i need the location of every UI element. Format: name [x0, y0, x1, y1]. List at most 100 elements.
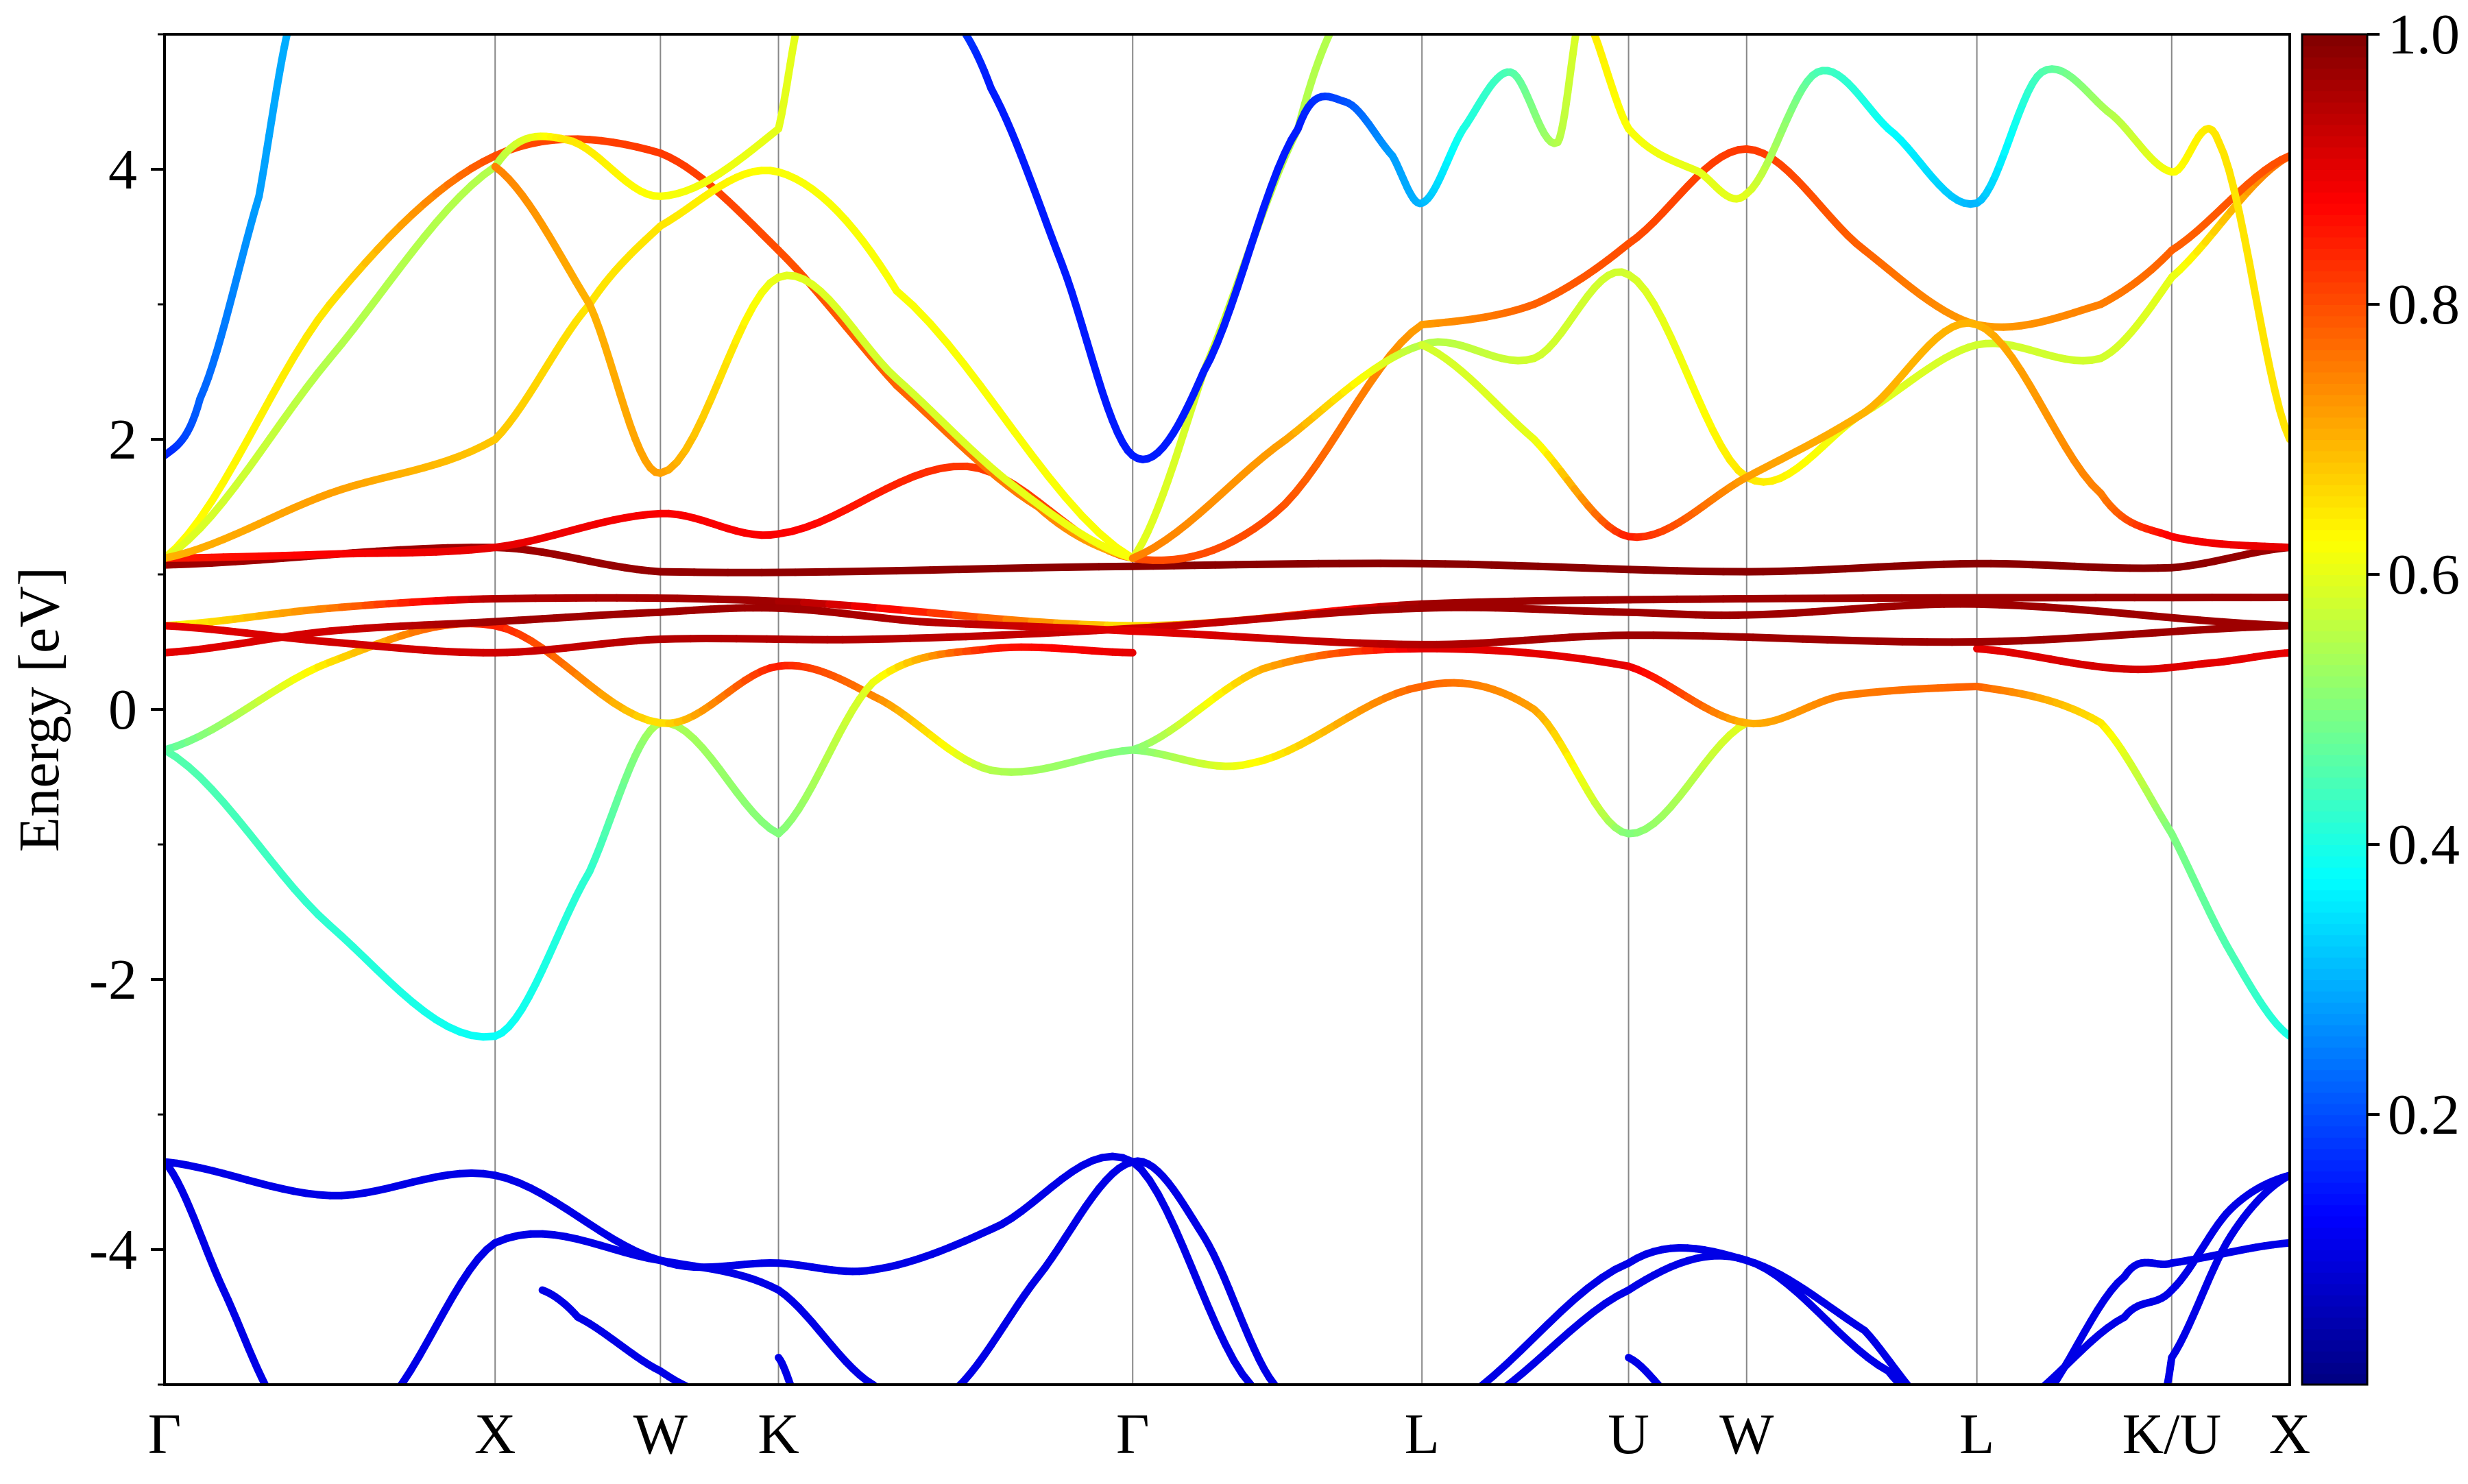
- band-segment: [898, 1401, 903, 1403]
- colorbar-swatch: [2302, 1137, 2367, 1149]
- band-segment: [690, 1388, 694, 1390]
- band-series: [165, 171, 1133, 559]
- colorbar-swatch: [2302, 1227, 2367, 1239]
- colorbar-swatch: [2302, 1317, 2367, 1329]
- band-segment: [1440, 1405, 1453, 1411]
- x-tick-label: W: [1719, 1402, 1774, 1466]
- band-segment: [2165, 1392, 2166, 1396]
- colorbar-swatch: [2302, 428, 2367, 440]
- colorbar-swatch: [2302, 1204, 2367, 1216]
- band-segment: [1453, 1397, 1467, 1405]
- band-segment: [1287, 1404, 1290, 1407]
- band-segment: [863, 571, 897, 572]
- colorbar-swatch: [2302, 1069, 2367, 1081]
- colorbar-swatch: [2302, 1013, 2367, 1025]
- band-segment: [1276, 1411, 1279, 1412]
- plot-frame: [165, 34, 2290, 1385]
- colorbar-swatch: [2302, 1047, 2367, 1059]
- band-segment: [954, 18, 957, 22]
- colorbar-swatch: [2302, 631, 2367, 642]
- y-tick-label: -2: [89, 948, 137, 1012]
- colorbar-swatch: [2302, 203, 2367, 215]
- colorbar-swatch: [2302, 169, 2367, 181]
- colorbar-swatch: [2302, 574, 2367, 586]
- colorbar-swatch: [2302, 237, 2367, 249]
- band-segment: [908, 1405, 913, 1407]
- band-segment: [854, 606, 880, 608]
- band-segment: [1920, 1400, 1925, 1404]
- x-tick-label: X: [2269, 1402, 2311, 1466]
- colorbar-swatch: [2302, 215, 2367, 226]
- colorbar-swatch: [2302, 585, 2367, 597]
- band-segment: [289, 15, 292, 25]
- band-segment: [1667, 1394, 1671, 1399]
- colorbar-swatch: [2302, 620, 2367, 631]
- band-segment: [1463, 1407, 1475, 1412]
- band-segment: [1939, 1409, 1943, 1410]
- band-segment: [1905, 1389, 1909, 1392]
- colorbar-swatch: [2302, 417, 2367, 428]
- colorbar-swatch: [2302, 698, 2367, 710]
- band-segment: [1283, 1411, 1286, 1412]
- band-segment: [1585, 12, 1588, 19]
- band-segment: [270, 1394, 274, 1400]
- colorbar-swatch: [2302, 271, 2367, 282]
- colorbar-swatch: [2302, 755, 2367, 766]
- band-segment: [960, 26, 964, 31]
- colorbar-tick-label: 0.2: [2388, 1083, 2460, 1147]
- colorbar-swatch: [2302, 113, 2367, 125]
- band-segment: [905, 611, 930, 613]
- colorbar-swatch: [2302, 687, 2367, 698]
- colorbar-swatch: [2302, 664, 2367, 676]
- colorbar-swatch: [2302, 1002, 2367, 1014]
- band-segment: [1259, 1404, 1261, 1407]
- colorbar-swatch: [2302, 1261, 2367, 1272]
- colorbar-swatch: [2302, 1036, 2367, 1047]
- colorbar-swatch: [2302, 394, 2367, 406]
- band-segment: [930, 324, 947, 343]
- colorbar-swatch: [2302, 642, 2367, 654]
- band-segment: [1684, 1409, 1688, 1411]
- band-segment: [1263, 1410, 1266, 1411]
- band-segment: [266, 1386, 270, 1394]
- band-series: [1440, 1248, 1935, 1412]
- band-segment: [1943, 1410, 1947, 1411]
- band-segment: [1935, 1407, 1939, 1409]
- band-segment: [2267, 626, 2290, 627]
- band-series: [165, 608, 2290, 653]
- band-series: [165, 325, 1422, 561]
- band-segment: [804, 603, 830, 604]
- colorbar-swatch: [2302, 327, 2367, 339]
- colorbar-swatch: [2302, 192, 2367, 204]
- band-segment: [1342, 8, 1345, 12]
- colorbar-swatch: [2302, 57, 2367, 69]
- band-segment: [1297, 1409, 1300, 1410]
- band-segment: [878, 1389, 883, 1392]
- colorbar-swatch: [2302, 1283, 2367, 1295]
- colorbar-swatch: [2302, 406, 2367, 417]
- band-segment: [1918, 1398, 1922, 1401]
- band-segment: [377, 1404, 385, 1412]
- colorbar-swatch: [2302, 147, 2367, 158]
- colorbar-swatch: [2302, 934, 2367, 946]
- band-segment: [1926, 1403, 1931, 1405]
- colorbar-swatch: [2302, 1193, 2367, 1205]
- band-segment: [964, 364, 981, 386]
- band-segment: [981, 387, 998, 409]
- y-tick-label: 0: [108, 678, 137, 742]
- band-segment: [2245, 236, 2249, 263]
- band-segment: [799, 12, 800, 19]
- colorbar-swatch: [2302, 361, 2367, 372]
- colorbar-swatch: [2302, 1058, 2367, 1070]
- band-segment: [686, 1386, 690, 1388]
- band-segment: [1332, 23, 1335, 30]
- colorbar-swatch: [2302, 777, 2367, 789]
- band-segment: [715, 1397, 719, 1398]
- colorbar-swatch: [2302, 1171, 2367, 1182]
- band-segment: [694, 1390, 699, 1392]
- colorbar-swatch: [2302, 350, 2367, 361]
- band-segment: [1015, 432, 1032, 454]
- band-segment: [792, 1389, 794, 1394]
